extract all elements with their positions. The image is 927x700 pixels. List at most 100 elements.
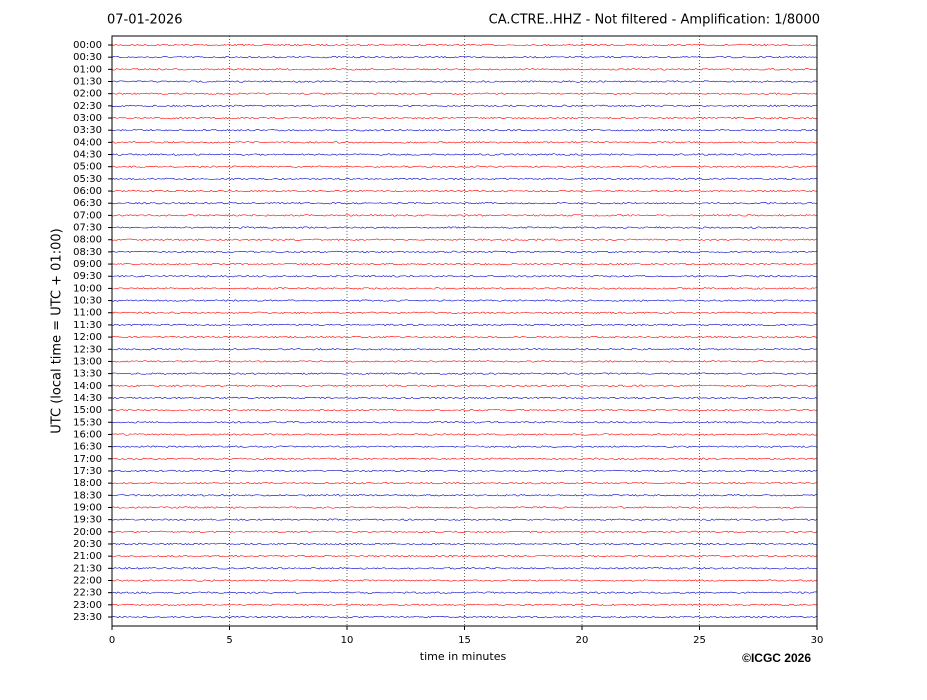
y-tick-label: 12:30 [73,344,102,355]
plot-frame [111,35,818,627]
y-tick-label: 02:30 [73,101,102,112]
y-tick-label: 14:00 [73,381,102,392]
x-axis-label: time in minutes [420,650,507,663]
x-tick-label: 25 [693,635,706,646]
y-tick-label: 16:30 [73,442,102,453]
trace [111,104,818,108]
y-tick-label: 22:30 [73,588,102,599]
y-tick-label: 01:00 [73,64,102,75]
trace [111,299,818,302]
y-tick-label: 22:00 [73,575,102,586]
trace [111,129,818,132]
y-tick-label: 06:30 [73,198,102,209]
trace [111,250,818,254]
y-tick-label: 03:00 [73,113,102,124]
y-tick-label: 04:00 [73,137,102,148]
y-tick-label: 15:30 [73,417,102,428]
y-tick-label: 02:00 [73,89,102,100]
date-title: 07-01-2026 [107,13,183,28]
trace [111,348,818,351]
y-tick-label: 00:30 [73,52,102,63]
trace [111,153,818,156]
y-tick-label: 08:30 [73,247,102,258]
trace [111,518,818,521]
y-tick-label: 18:00 [73,478,102,489]
trace [111,421,818,424]
trace [111,408,818,412]
y-tick-label: 07:30 [73,223,102,234]
y-tick-label: 10:00 [73,283,102,294]
y-tick-label: 09:00 [73,259,102,270]
x-tick-label: 20 [576,635,589,646]
trace [111,165,818,168]
trace [111,311,818,314]
x-tick-label: 10 [341,635,354,646]
y-tick-label: 11:30 [73,320,102,331]
trace [111,615,818,619]
trace [111,554,818,558]
trace [111,433,818,436]
y-tick-label: 17:30 [73,466,102,477]
y-tick-label: 19:00 [73,502,102,513]
trace [111,262,818,266]
trace [111,567,818,570]
y-tick-label: 23:00 [73,600,102,611]
y-tick-label: 01:30 [73,77,102,88]
y-tick-label: 11:00 [73,308,102,319]
y-tick-label: 04:30 [73,150,102,161]
y-tick-label: 16:00 [73,429,102,440]
y-tick-label: 12:00 [73,332,102,343]
trace [111,494,818,497]
trace [111,323,818,327]
y-tick-label: 00:00 [73,40,102,51]
trace [111,335,818,339]
trace [111,68,818,71]
trace [111,591,818,594]
trace [111,92,818,95]
y-tick-label: 09:30 [73,271,102,282]
y-tick-label: 08:00 [73,235,102,246]
y-tick-label: 06:00 [73,186,102,197]
y-tick-label: 13:00 [73,356,102,367]
y-tick-label: 21:30 [73,563,102,574]
trace [111,481,818,485]
y-tick-label: 17:00 [73,454,102,465]
trace [111,287,818,290]
trace [111,506,818,509]
chart-title: CA.CTRE..HHZ - Not filtered - Amplificat… [489,13,820,28]
y-tick-label: 20:30 [73,539,102,550]
trace [111,457,818,460]
x-tick-label: 15 [458,635,471,646]
y-tick-label: 07:00 [73,210,102,221]
trace [111,579,818,582]
trace [111,396,818,400]
trace [111,275,818,278]
y-tick-label: 03:30 [73,125,102,136]
y-tick-label: 19:30 [73,515,102,526]
y-tick-label: 10:30 [73,296,102,307]
trace [111,384,818,387]
y-tick-label: 18:30 [73,490,102,501]
trace [111,116,818,120]
trace [111,177,818,181]
y-tick-label: 14:30 [73,393,102,404]
x-tick-label: 5 [226,635,232,646]
x-tick-label: 30 [811,635,824,646]
y-tick-label: 05:30 [73,174,102,185]
trace [111,603,818,607]
y-tick-label: 20:00 [73,527,102,538]
trace [111,141,818,144]
y-axis-label: UTC (local time = UTC + 01:00) [50,228,65,433]
y-tick-label: 05:00 [73,162,102,173]
y-tick-label: 15:00 [73,405,102,416]
trace [111,202,818,205]
trace [111,43,818,47]
trace [111,360,818,363]
trace [111,55,818,59]
trace [111,542,818,546]
y-tick-label: 23:30 [73,612,102,623]
y-tick-label: 13:30 [73,369,102,380]
trace [111,238,818,241]
